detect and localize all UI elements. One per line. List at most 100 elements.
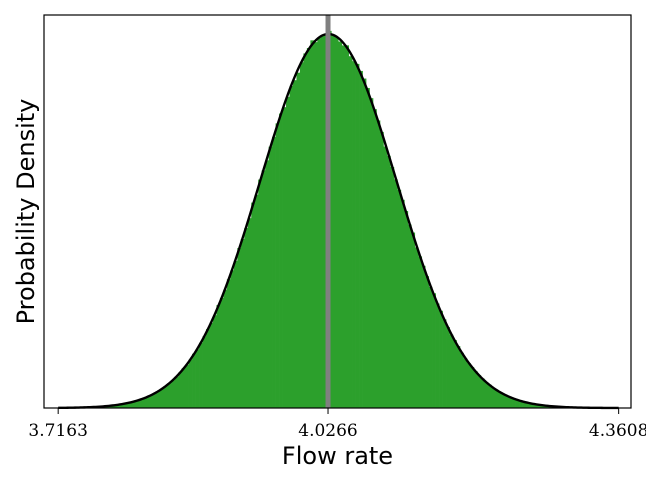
histogram-bar xyxy=(216,305,221,408)
histogram-bar xyxy=(206,329,210,408)
histogram-bar xyxy=(359,70,363,409)
histogram-bar xyxy=(362,78,367,408)
histogram-bar xyxy=(126,402,130,408)
histogram-bar xyxy=(372,109,377,408)
histogram-bar xyxy=(383,146,388,408)
histogram-bar xyxy=(153,392,158,408)
histogram-bar xyxy=(519,400,523,408)
histogram-bar xyxy=(261,170,266,408)
histogram-bar xyxy=(418,256,423,408)
histogram-bar xyxy=(268,146,273,408)
histogram-bar xyxy=(160,388,165,408)
histogram-bar xyxy=(491,387,496,408)
histogram-bar xyxy=(498,392,503,408)
histogram-bar xyxy=(275,123,280,408)
histogram-bar xyxy=(199,342,203,408)
histogram-bar xyxy=(512,398,516,408)
histogram-bar xyxy=(272,136,276,408)
histogram-bar xyxy=(313,42,318,409)
histogram-bar xyxy=(439,310,443,408)
histogram-bar xyxy=(529,403,534,408)
histogram-bar xyxy=(425,276,429,408)
histogram-bar xyxy=(164,385,169,408)
histogram-bar xyxy=(345,45,349,408)
histogram-bar xyxy=(282,107,287,409)
histogram-bar xyxy=(119,404,123,408)
histogram-bar xyxy=(299,62,304,408)
histogram-bar xyxy=(146,396,151,408)
histogram-bar xyxy=(397,189,402,408)
histogram-bars xyxy=(101,30,579,409)
histogram-bar xyxy=(258,179,263,408)
histogram-bar xyxy=(456,346,461,408)
y-axis-label: Probability Density xyxy=(12,99,40,325)
histogram-bar xyxy=(181,368,186,408)
histogram-bar xyxy=(522,401,527,408)
histogram-bar xyxy=(188,359,193,408)
histogram-bar xyxy=(369,98,374,409)
histogram-bar xyxy=(143,397,148,408)
histogram-bar xyxy=(379,131,384,408)
histogram-bar xyxy=(112,405,116,408)
histogram-bar xyxy=(254,194,259,408)
histogram-bar xyxy=(279,113,283,408)
histogram-bar xyxy=(536,404,541,408)
histogram-bar xyxy=(487,384,492,408)
histogram-bar xyxy=(539,405,544,408)
histogram-bar xyxy=(233,260,238,408)
x-axis-ticks: 3.7163 4.0266 4.3608 xyxy=(28,408,646,441)
histogram-bar xyxy=(484,382,489,408)
histogram-bar xyxy=(331,35,336,409)
histogram-bar xyxy=(167,383,172,408)
histogram-bar xyxy=(132,401,137,408)
histogram-bar xyxy=(477,375,482,408)
histogram-bar xyxy=(237,247,242,408)
x-axis-label: Flow rate xyxy=(282,442,393,470)
histogram-bar xyxy=(505,395,509,408)
histogram-bar xyxy=(251,202,256,408)
histogram-bar xyxy=(240,238,245,408)
histogram-bar xyxy=(414,247,419,408)
histogram-bar xyxy=(494,390,499,408)
histogram-bar xyxy=(247,218,252,408)
histogram-bar xyxy=(435,303,440,408)
histogram-bar xyxy=(526,402,530,408)
histogram-bar xyxy=(334,37,339,409)
histogram-bar xyxy=(303,53,308,409)
histogram-bar xyxy=(501,394,506,408)
histogram-bar xyxy=(212,315,217,408)
histogram-bar xyxy=(129,402,134,408)
histogram-bar xyxy=(185,364,189,408)
histogram-bar xyxy=(466,363,471,408)
histogram-bar xyxy=(355,63,360,409)
histogram-bar xyxy=(174,376,179,408)
histogram-bar xyxy=(296,72,301,409)
histogram-bar xyxy=(265,160,269,408)
histogram-bar xyxy=(202,336,207,408)
histogram-bar xyxy=(139,399,144,408)
histogram-bar xyxy=(209,322,214,408)
histogram-bar xyxy=(393,179,398,408)
histogram-bar xyxy=(404,211,409,408)
x-tick-label: 4.0266 xyxy=(298,421,357,441)
histogram-bar xyxy=(223,289,228,408)
histogram-bar xyxy=(157,390,162,408)
histogram-bar xyxy=(463,358,468,408)
histogram-bar xyxy=(473,371,478,408)
histogram-bar xyxy=(219,297,224,408)
histogram-bar xyxy=(400,199,405,408)
histogram-bar xyxy=(115,404,120,408)
histogram-bar xyxy=(317,38,322,408)
histogram-bar xyxy=(320,35,325,409)
histogram-bar xyxy=(449,334,454,408)
density-curve xyxy=(58,32,619,410)
histogram-bar xyxy=(459,352,464,408)
histogram-bar xyxy=(192,353,196,408)
histogram-bar xyxy=(352,61,356,409)
histogram-bar xyxy=(122,403,127,408)
histogram-bar xyxy=(532,404,537,408)
histogram-bar xyxy=(470,367,475,408)
histogram-bar xyxy=(306,48,311,408)
histogram-bar xyxy=(338,41,343,408)
